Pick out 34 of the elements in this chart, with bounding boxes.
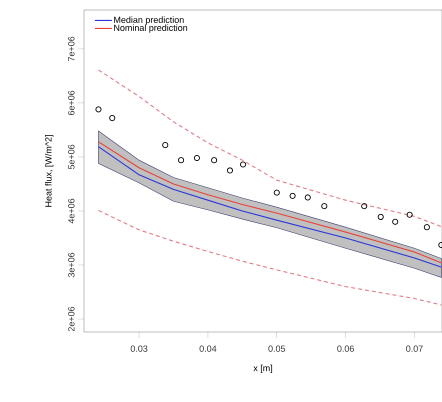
line-series [98, 210, 442, 306]
point [240, 161, 246, 168]
point [274, 190, 280, 196]
point [109, 115, 116, 122]
y-tick-label: 2e+06 [68, 306, 75, 332]
x-axis-title: x [m] [253, 364, 272, 374]
point [162, 142, 168, 148]
point [392, 218, 398, 225]
x-tick-label: 0.05 [268, 345, 286, 352]
x-tick-label: 0.06 [337, 345, 354, 352]
point [304, 194, 311, 201]
point [321, 203, 328, 210]
y-axis-title: Heat flux, [W/m^2] [44, 135, 54, 207]
point [194, 154, 200, 162]
point [424, 224, 430, 230]
x-tick-label: 0.04 [200, 345, 216, 352]
x-tick-label: 0.03 [130, 345, 148, 352]
point [95, 106, 102, 112]
point [290, 192, 296, 199]
point [406, 212, 413, 218]
point [378, 214, 384, 220]
point [361, 203, 368, 210]
point [211, 157, 218, 164]
legend-label: Median prediction [114, 16, 184, 25]
y-tick-label: 6e+06 [68, 90, 75, 116]
x-tick-label: 0.07 [406, 345, 423, 352]
line-series [98, 69, 442, 228]
point [178, 157, 184, 164]
legend-label: Nominal prediction [114, 24, 188, 33]
y-tick-label: 5e+06 [68, 144, 75, 170]
point [226, 167, 233, 174]
y-tick-label: 4e+06 [68, 198, 75, 224]
y-tick-label: 3e+06 [68, 252, 75, 278]
y-tick-label: 7e+06 [68, 36, 75, 62]
